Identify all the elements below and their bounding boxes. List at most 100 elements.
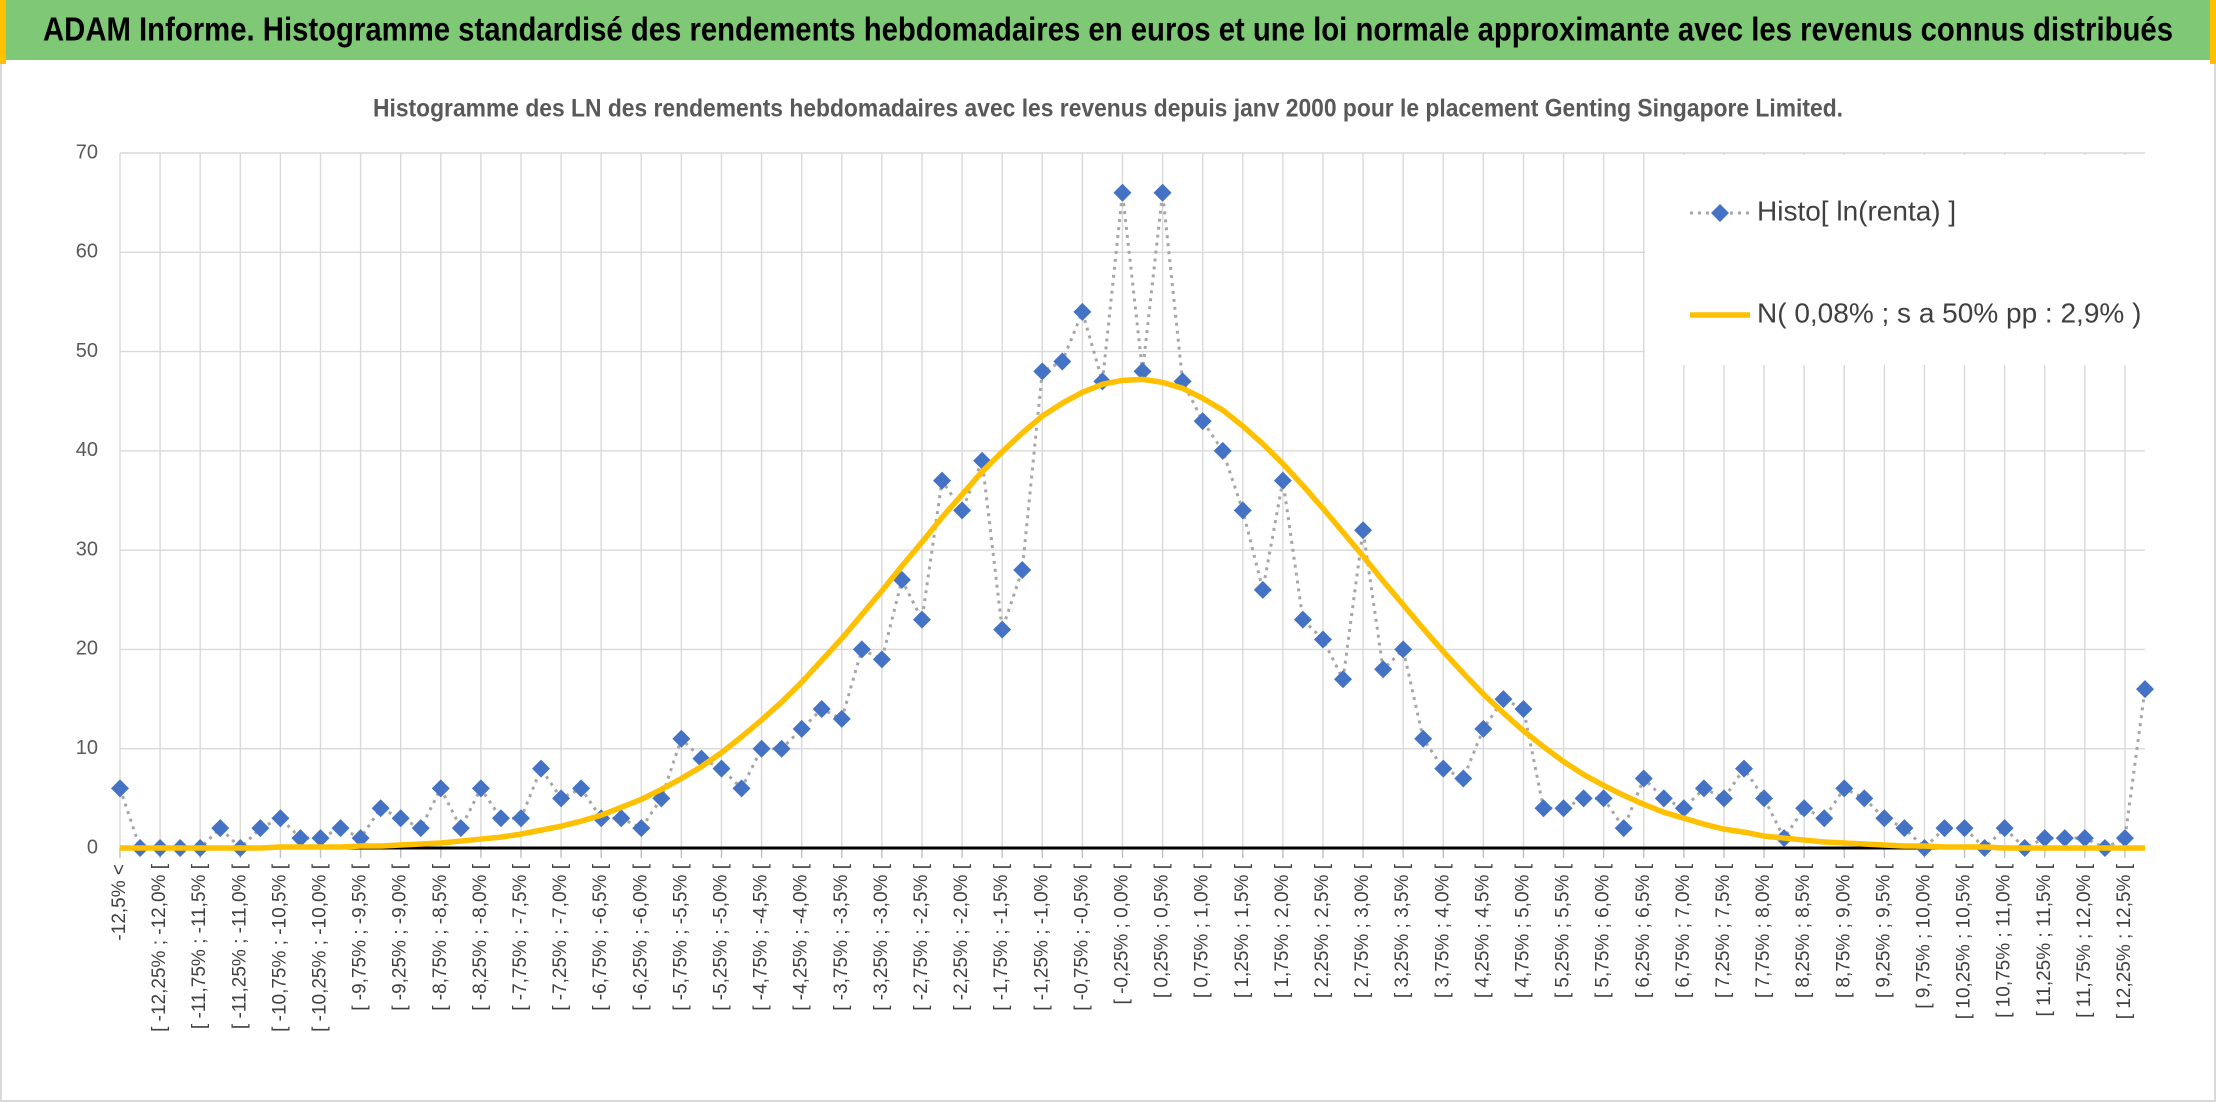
data-point: [1835, 779, 1854, 798]
data-point: [2075, 829, 2094, 848]
data-point: [1875, 809, 1894, 828]
x-tick-label: [ 11,75% ; 12,0% [: [2074, 863, 2095, 1018]
y-tick-label: 0: [87, 836, 98, 858]
data-point: [251, 819, 270, 838]
data-point: [1694, 779, 1713, 798]
x-tick-label: [ 10,75% ; 11,0% [: [1994, 863, 2015, 1018]
data-point: [1293, 610, 1312, 629]
x-tick-label: [ 8,75% ; 9,0% [: [1833, 863, 1854, 998]
data-point: [1995, 819, 2014, 838]
data-point: [311, 829, 330, 848]
data-point: [612, 809, 631, 828]
data-point: [1394, 640, 1413, 659]
x-tick-label: [ 6,25% ; 6,5% [: [1633, 863, 1654, 998]
data-point: [1053, 352, 1072, 371]
data-point: [1253, 580, 1272, 599]
data-point: [1534, 799, 1553, 818]
data-point: [271, 809, 290, 828]
data-point: [391, 809, 410, 828]
data-point: [1334, 670, 1353, 689]
x-tick-label: [ 0,25% ; 0,5% [: [1152, 863, 1173, 998]
x-tick-label: [ 2,25% ; 2,5% [: [1312, 863, 1333, 998]
data-point: [832, 709, 851, 728]
x-tick-label: [ -10,25% ; -10,0% [: [310, 863, 331, 1032]
data-point: [953, 501, 972, 520]
data-point: [1273, 471, 1292, 490]
data-point: [792, 719, 811, 738]
data-point: [1654, 789, 1673, 808]
y-tick-label: 20: [76, 638, 98, 660]
legend-label: N( 0,08% ; s a 50% pp : 2,9% ): [1757, 297, 2141, 328]
x-tick-label: [ -3,25% ; -3,0% [: [871, 863, 892, 1011]
x-tick-label: [ 6,75% ; 7,0% [: [1673, 863, 1694, 998]
x-tick-label: [ -4,25% ; -4,0% [: [791, 863, 812, 1011]
x-tick-label: [ 8,25% ; 8,5% [: [1793, 863, 1814, 998]
x-tick-label: [ 10,25% ; 10,5% [: [1954, 863, 1975, 1019]
header-accent: [0, 0, 6, 64]
data-point: [1935, 819, 1954, 838]
data-point: [772, 739, 791, 758]
x-tick-label: [ 7,25% ; 7,5% [: [1713, 863, 1734, 998]
x-tick-label: [ -8,25% ; -8,0% [: [470, 863, 491, 1011]
x-tick-label: [ -9,75% ; -9,5% [: [350, 863, 371, 1011]
data-point: [451, 819, 470, 838]
x-tick-label: [ 1,75% ; 2,0% [: [1272, 863, 1293, 998]
y-tick-label: 70: [76, 141, 98, 163]
legend-box: [1645, 155, 2145, 365]
data-point: [1634, 769, 1653, 788]
data-point: [572, 779, 591, 798]
data-point: [993, 620, 1012, 639]
x-tick-label: [ -7,75% ; -7,5% [: [510, 863, 531, 1011]
series-line: [120, 376, 2145, 851]
data-point: [1494, 690, 1513, 709]
data-point: [1434, 759, 1453, 778]
x-tick-label: [ -10,75% ; -10,5% [: [269, 863, 290, 1032]
data-point: [491, 809, 510, 828]
data-point: [1755, 789, 1774, 808]
data-point: [2136, 680, 2154, 699]
x-tick-label: [ 11,25% ; 11,5% [: [2034, 863, 2055, 1016]
x-tick-label: [ 3,25% ; 3,5% [: [1392, 863, 1413, 998]
data-point: [872, 650, 891, 669]
data-point: [712, 759, 731, 778]
data-point: [351, 829, 370, 848]
x-tick-label: [ -12,25% ; -12,0% [: [149, 863, 170, 1032]
data-point: [912, 610, 931, 629]
data-point: [1153, 183, 1172, 202]
x-tick-label: [ -1,25% ; -1,0% [: [1031, 863, 1052, 1011]
x-tick-label: [ 9,25% ; 9,5% [: [1873, 863, 1894, 998]
x-tick-label: [ -0,75% ; -0,5% [: [1071, 863, 1092, 1011]
data-point: [752, 739, 771, 758]
data-point: [291, 829, 310, 848]
x-tick-label: [ -9,25% ; -9,0% [: [390, 863, 411, 1011]
x-tick-label: [ 7,75% ; 8,0% [: [1753, 863, 1774, 998]
x-tick-label: [ -6,25% ; -6,0% [: [630, 863, 651, 1011]
data-point: [371, 799, 390, 818]
data-point: [1574, 789, 1593, 808]
data-point: [1013, 561, 1032, 579]
data-point: [1955, 819, 1974, 838]
data-point: [552, 789, 571, 808]
data-point: [1193, 412, 1212, 431]
data-point: [1514, 700, 1533, 718]
x-tick-label: [ -4,75% ; -4,5% [: [751, 863, 772, 1011]
data-point: [1614, 819, 1633, 838]
data-point: [1815, 809, 1834, 828]
data-point: [1133, 362, 1152, 381]
data-point: [1594, 789, 1613, 808]
x-tick-label: [ 2,75% ; 3,0% [: [1352, 863, 1373, 998]
data-point: [331, 819, 350, 838]
data-point: [411, 819, 430, 838]
data-point: [933, 471, 952, 490]
x-tick-label: [ 4,75% ; 5,0% [: [1512, 863, 1533, 998]
y-tick-label: 60: [76, 241, 98, 263]
data-point: [2115, 829, 2134, 848]
y-tick-label: 10: [76, 737, 98, 759]
data-point: [632, 819, 651, 838]
data-point: [111, 779, 129, 798]
x-tick-label: [ -8,75% ; -8,5% [: [430, 863, 451, 1011]
data-point: [1033, 362, 1052, 381]
y-tick-label: 30: [76, 538, 98, 560]
data-point: [511, 809, 530, 828]
x-tick-label: [ -5,25% ; -5,0% [: [711, 863, 732, 1011]
